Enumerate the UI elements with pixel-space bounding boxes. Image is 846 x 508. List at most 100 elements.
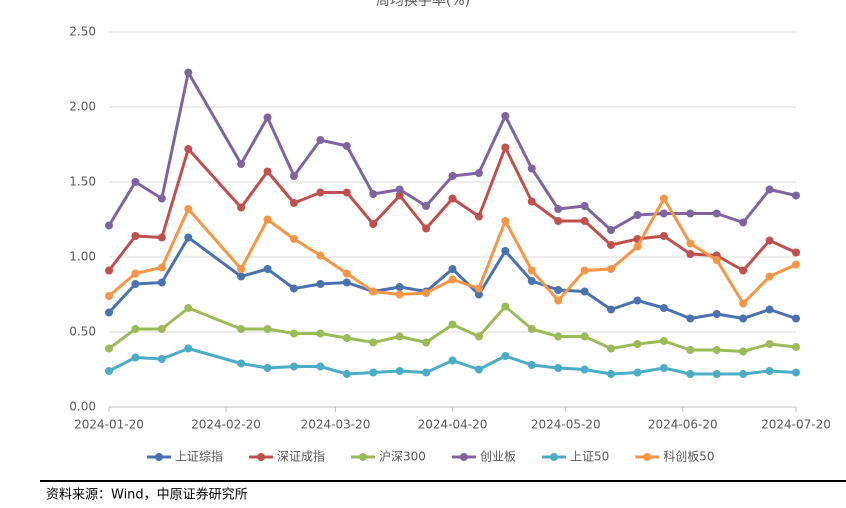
data-point <box>184 145 193 153</box>
data-point <box>527 164 536 173</box>
data-point <box>659 364 668 372</box>
data-point <box>607 241 616 249</box>
y-tick-label: 2.50 <box>69 25 96 39</box>
data-point <box>448 356 457 365</box>
data-point <box>792 191 800 200</box>
data-point <box>765 305 774 314</box>
data-point <box>263 364 272 372</box>
data-point <box>105 344 113 353</box>
data-point <box>554 205 563 213</box>
data-point <box>633 211 642 219</box>
x-tick-label: 2024-04-20 <box>418 418 488 432</box>
data-point <box>633 242 642 251</box>
data-point <box>554 296 563 305</box>
data-point <box>580 266 589 275</box>
data-point <box>792 368 800 377</box>
data-point <box>316 188 325 197</box>
data-point <box>792 260 800 269</box>
data-point <box>739 218 748 227</box>
data-point <box>527 277 536 285</box>
series-line <box>108 305 797 353</box>
data-point <box>659 232 668 240</box>
x-tick-label: 2024-01-20 <box>74 418 144 432</box>
data-point <box>237 160 246 168</box>
data-point <box>184 304 193 312</box>
data-point <box>633 296 642 305</box>
data-point <box>448 265 457 273</box>
data-point <box>184 344 193 353</box>
data-point <box>131 325 140 333</box>
data-point <box>712 370 721 378</box>
data-point <box>712 256 721 264</box>
data-point <box>792 314 800 323</box>
data-point <box>131 269 140 278</box>
x-tick-label: 2024-05-20 <box>531 418 601 432</box>
data-point <box>474 290 483 299</box>
data-point <box>263 113 272 122</box>
data-point <box>554 332 563 341</box>
legend-label: 沪深300 <box>379 450 426 464</box>
data-point <box>712 209 721 218</box>
data-point <box>607 226 616 234</box>
separator <box>40 480 846 482</box>
data-point <box>342 142 351 150</box>
data-point <box>263 167 272 176</box>
data-point <box>765 236 774 245</box>
data-point <box>580 332 589 341</box>
data-point <box>633 368 642 377</box>
data-point <box>395 332 404 341</box>
data-point <box>289 199 298 207</box>
x-tick-label: 2024-03-20 <box>301 418 371 432</box>
data-point <box>607 305 616 314</box>
y-tick-label: 1.00 <box>69 250 96 264</box>
data-point <box>712 346 721 354</box>
data-point <box>289 235 298 243</box>
data-point <box>263 215 272 224</box>
data-point <box>342 188 351 197</box>
data-point <box>686 250 695 258</box>
y-tick-label: 2.00 <box>69 100 96 114</box>
data-point <box>527 197 536 206</box>
series-line <box>108 347 797 376</box>
legend-marker <box>155 453 163 461</box>
data-point <box>237 325 246 333</box>
data-point <box>395 283 404 291</box>
data-point <box>422 338 431 347</box>
data-point <box>739 314 748 323</box>
source-note: 资料来源：Wind，中原证券研究所 <box>46 487 248 503</box>
data-point <box>527 325 536 333</box>
data-point <box>157 194 166 203</box>
x-tick-label: 2024-06-20 <box>648 418 718 432</box>
data-point <box>448 320 457 329</box>
data-point <box>501 112 510 120</box>
chart-title: 周均换手率(%) <box>376 0 470 9</box>
data-point <box>474 284 483 293</box>
data-point <box>580 287 589 296</box>
data-point <box>659 194 668 203</box>
data-point <box>422 202 431 210</box>
data-point <box>554 364 563 372</box>
data-point <box>157 263 166 272</box>
data-point <box>289 172 298 180</box>
data-point <box>369 338 378 347</box>
data-point <box>792 343 800 351</box>
data-point <box>686 239 695 248</box>
data-point <box>554 217 563 225</box>
data-point <box>395 191 404 200</box>
data-point <box>422 368 431 377</box>
data-point <box>765 367 774 375</box>
legend-label: 创业板 <box>480 450 516 464</box>
data-point <box>501 302 510 311</box>
data-point <box>342 334 351 342</box>
data-point <box>131 178 140 186</box>
data-point <box>157 325 166 333</box>
data-point <box>369 220 378 228</box>
data-point <box>369 287 378 296</box>
data-point <box>289 329 298 338</box>
data-point <box>289 284 298 293</box>
y-tick-label: 0.50 <box>69 325 96 339</box>
data-point <box>686 370 695 378</box>
data-point <box>580 217 589 225</box>
data-point <box>448 172 457 180</box>
